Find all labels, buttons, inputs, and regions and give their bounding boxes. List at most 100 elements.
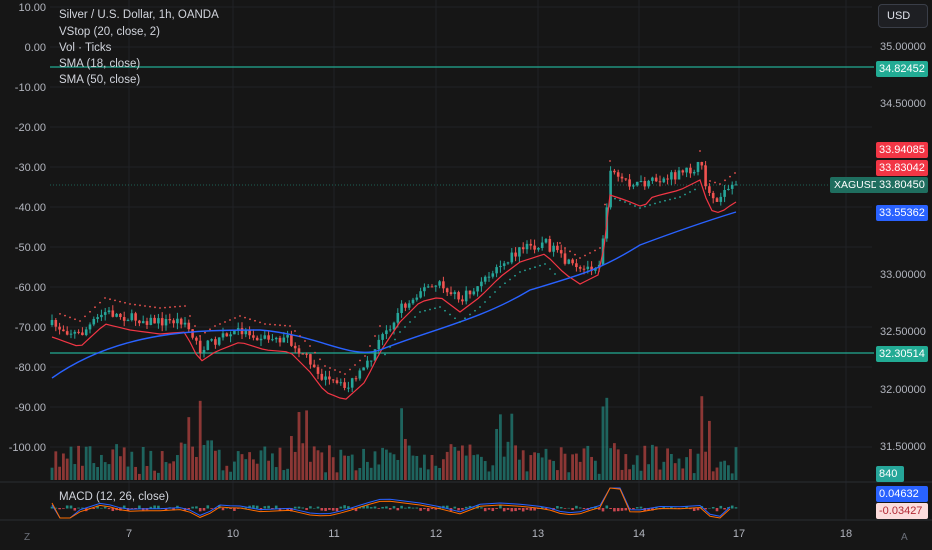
vstop-dot xyxy=(159,307,161,309)
macd-histogram xyxy=(54,507,58,509)
candle xyxy=(700,161,704,166)
sma50-line xyxy=(51,211,737,379)
macd-histogram xyxy=(567,507,571,509)
candle xyxy=(172,320,175,324)
candle xyxy=(685,167,688,173)
candle xyxy=(529,243,533,246)
candle xyxy=(179,318,183,325)
candle xyxy=(320,373,324,380)
macd-histogram xyxy=(571,508,574,511)
vstop-dot xyxy=(394,338,396,341)
candle xyxy=(476,286,479,292)
macd-histogram xyxy=(252,505,255,509)
volume-bar xyxy=(255,463,259,480)
macd-histogram xyxy=(616,508,620,512)
volume-bar xyxy=(647,464,650,480)
vstop-dot xyxy=(474,309,476,312)
candle xyxy=(723,189,726,197)
candle xyxy=(396,312,400,323)
volume-bar xyxy=(202,445,206,480)
candle xyxy=(711,192,715,199)
legend-macd[interactable]: MACD (12, 26, close) xyxy=(59,491,169,503)
vstop-dot xyxy=(369,345,371,347)
volume-bar xyxy=(506,441,510,480)
candle xyxy=(96,317,99,319)
vstop-dot xyxy=(234,317,236,319)
macd-histogram xyxy=(233,508,236,511)
macd-histogram xyxy=(191,506,194,509)
candle xyxy=(278,337,282,343)
macd-histogram xyxy=(229,508,232,510)
vstop-dot xyxy=(599,247,601,249)
vstop-dot xyxy=(259,321,261,324)
volume-bar xyxy=(350,454,354,480)
candle xyxy=(715,198,719,202)
legend-sma18[interactable]: SMA (18, close) xyxy=(59,58,141,70)
volume-bar xyxy=(309,461,312,480)
candle xyxy=(434,285,438,287)
candle xyxy=(210,339,213,341)
macd-histogram xyxy=(339,506,343,509)
volume-bar xyxy=(122,447,126,480)
volume-bar xyxy=(643,445,647,480)
vstop-dot xyxy=(209,328,211,331)
volume-bar xyxy=(666,448,669,480)
left-axis-label: -90.00 xyxy=(14,402,46,414)
volume-bar xyxy=(293,451,297,480)
volume-bar xyxy=(392,454,396,480)
vstop-dot xyxy=(614,197,616,200)
vstop-dot xyxy=(549,268,551,270)
macd-histogram xyxy=(96,505,99,509)
volume-bar xyxy=(597,473,601,480)
candle xyxy=(206,340,210,350)
legend-vstop[interactable]: VStop (20, close, 2) xyxy=(59,26,160,38)
volume-bar xyxy=(111,449,115,480)
macd-histogram xyxy=(711,506,715,509)
legend-volume[interactable]: Vol · Ticks xyxy=(59,42,112,54)
volume-tag: 840 xyxy=(876,466,904,482)
legend-sma50[interactable]: SMA (50, close) xyxy=(59,74,141,86)
auto-scale-toggle[interactable]: A xyxy=(901,532,908,543)
volume-bar xyxy=(495,428,498,480)
volume-bar xyxy=(88,446,92,480)
volume-bar xyxy=(601,406,605,480)
x-axis-label: 12 xyxy=(429,528,443,540)
candle xyxy=(191,329,194,338)
macd-histogram xyxy=(343,505,346,509)
vstop-dot xyxy=(419,311,421,313)
left-axis-label: -40.00 xyxy=(14,202,46,214)
macd-histogram xyxy=(673,507,677,509)
volume-bar xyxy=(632,464,635,480)
volume-bar xyxy=(354,470,358,480)
sma-price-tag: 33.55362 xyxy=(876,205,928,221)
candle xyxy=(654,177,658,182)
candle xyxy=(411,299,415,304)
macd-histogram xyxy=(274,505,278,509)
macd-histogram xyxy=(582,508,586,510)
vstop-dot xyxy=(239,315,241,317)
macd-histogram xyxy=(609,508,612,510)
vstop-dot xyxy=(624,201,626,203)
macd-histogram xyxy=(297,506,301,509)
candle xyxy=(248,330,251,336)
candle xyxy=(145,321,149,325)
macd-histogram xyxy=(69,505,73,509)
currency-button[interactable]: USD xyxy=(878,4,928,28)
right-axis-label: 35.00000 xyxy=(880,41,926,53)
candle xyxy=(468,290,472,295)
volume-bar xyxy=(312,446,316,480)
volume-bar xyxy=(502,456,506,480)
vstop-dot xyxy=(149,305,151,308)
volume-bar xyxy=(563,453,567,480)
timezone-toggle[interactable]: Z xyxy=(24,532,31,543)
vstop-dot xyxy=(174,305,176,308)
volume-bar xyxy=(191,446,194,480)
candle xyxy=(635,181,639,186)
candle xyxy=(594,268,597,271)
vstop-dot xyxy=(249,318,251,321)
vstop-dot xyxy=(684,193,686,196)
macd-value-tag: 0.04632 xyxy=(876,486,928,502)
candle xyxy=(271,339,274,341)
